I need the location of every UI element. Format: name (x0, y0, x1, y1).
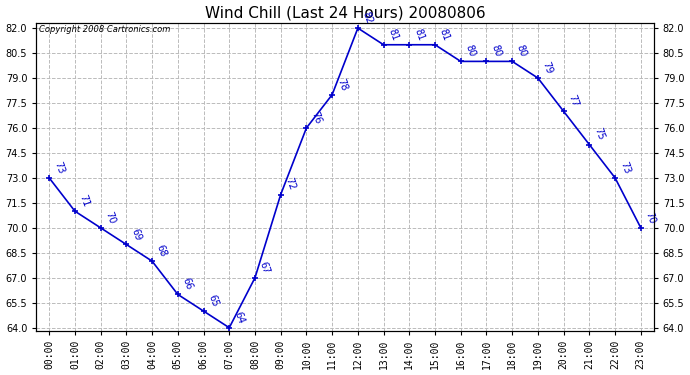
Text: 71: 71 (78, 194, 91, 208)
Text: 81: 81 (412, 27, 426, 42)
Text: 80: 80 (489, 44, 503, 58)
Text: 72: 72 (284, 177, 297, 192)
Title: Wind Chill (Last 24 Hours) 20080806: Wind Chill (Last 24 Hours) 20080806 (205, 6, 485, 21)
Text: 70: 70 (104, 210, 117, 225)
Text: 69: 69 (129, 227, 143, 242)
Text: 81: 81 (386, 27, 400, 42)
Text: 66: 66 (181, 277, 194, 292)
Text: 70: 70 (644, 210, 657, 225)
Text: 68: 68 (155, 243, 168, 258)
Text: 82: 82 (361, 10, 374, 26)
Text: 78: 78 (335, 77, 348, 92)
Text: 80: 80 (515, 44, 529, 58)
Text: 79: 79 (541, 60, 554, 75)
Text: 65: 65 (206, 293, 220, 308)
Text: 77: 77 (566, 93, 580, 108)
Text: 80: 80 (464, 44, 477, 58)
Text: 73: 73 (618, 160, 631, 175)
Text: Copyright 2008 Cartronics.com: Copyright 2008 Cartronics.com (39, 25, 171, 34)
Text: 67: 67 (258, 260, 271, 275)
Text: 64: 64 (232, 310, 246, 325)
Text: 81: 81 (438, 27, 451, 42)
Text: 76: 76 (309, 110, 323, 125)
Text: 73: 73 (52, 160, 66, 175)
Text: 75: 75 (592, 127, 606, 142)
